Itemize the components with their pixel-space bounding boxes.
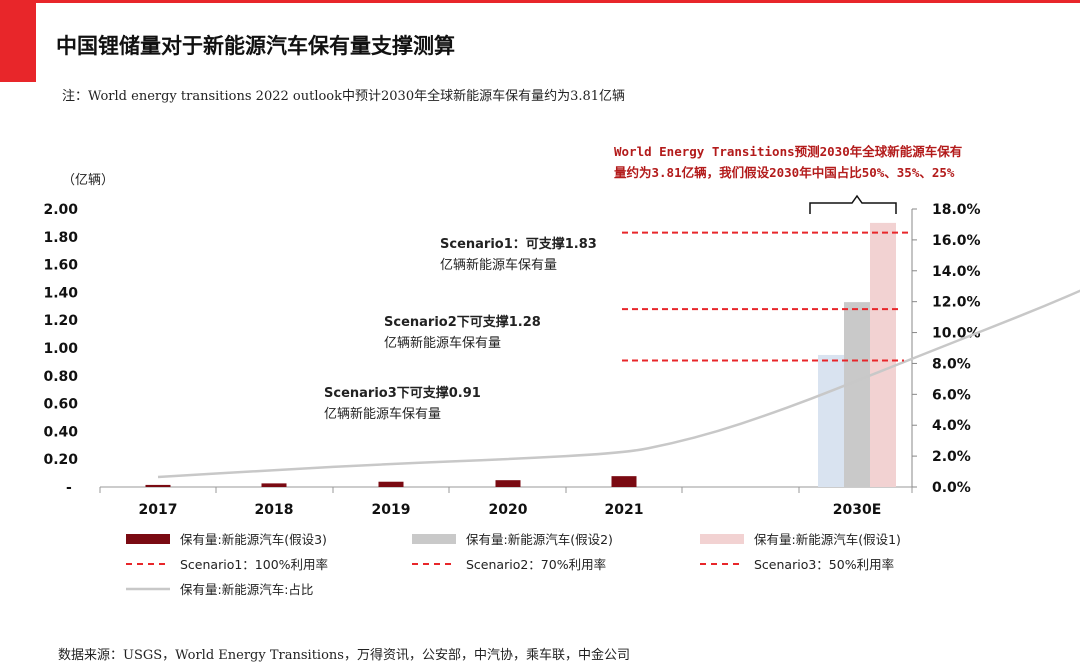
right-tick-label: 0.0% — [932, 480, 971, 496]
scenario-annotation: 亿辆新能源车保有量 — [440, 257, 557, 273]
left-tick-label: 1.40 — [43, 285, 78, 301]
left-tick-label: 0.20 — [43, 452, 78, 468]
left-tick-label: 0.40 — [43, 424, 78, 440]
page-title: 中国锂储量对于新能源汽车保有量支撑测算 — [56, 34, 455, 58]
scenario-annotation: Scenario1：可支撑1.83 — [440, 236, 597, 252]
scenario-annotation: 亿辆新能源车保有量 — [324, 406, 441, 422]
legend-label: Scenario2：70%利用率 — [466, 557, 606, 572]
legend-label: Scenario3：50%利用率 — [754, 557, 894, 572]
x-tick-label: 2019 — [372, 502, 411, 518]
callout-text: World Energy Transitions预测2030年全球新能源车保有 — [614, 144, 962, 159]
x-tick-label: 2021 — [605, 502, 644, 518]
scenario-annotation: Scenario2下可支撑1.28 — [384, 314, 541, 330]
chart-note: 注：World energy transitions 2022 outlook中… — [62, 89, 626, 104]
legend-label: Scenario1：100%利用率 — [180, 557, 328, 572]
left-tick-label: 1.00 — [43, 341, 78, 357]
left-tick-label: 1.60 — [43, 258, 78, 274]
left-axis-unit: （亿辆） — [62, 173, 114, 188]
bar-2030-scenario3 — [818, 354, 844, 487]
right-tick-label: 18.0% — [932, 202, 981, 218]
scenario-annotation: 亿辆新能源车保有量 — [384, 335, 501, 351]
bar-2017-2021 — [611, 476, 637, 487]
legend-label: 保有量:新能源汽车(假设1) — [754, 532, 901, 547]
bar-2017-2021 — [261, 483, 287, 487]
right-tick-label: 4.0% — [932, 418, 971, 434]
x-tick-label: 2020 — [489, 502, 528, 518]
legend-label: 保有量:新能源汽车:占比 — [180, 582, 313, 597]
data-source: 数据来源：USGS，World Energy Transitions，万得资讯，… — [58, 648, 630, 663]
left-tick-label: 0.60 — [43, 397, 78, 413]
bar-2017-2021 — [145, 484, 171, 487]
left-tick-label: - — [66, 480, 72, 496]
right-tick-label: 16.0% — [932, 233, 981, 249]
right-tick-label: 6.0% — [932, 387, 971, 403]
callout-bracket — [809, 194, 897, 214]
bar-2017-2021 — [378, 481, 404, 487]
x-tick-label: 2030E — [833, 502, 882, 518]
share-line — [157, 289, 1080, 479]
left-tick-label: 1.80 — [43, 230, 78, 246]
legend-swatch — [126, 534, 170, 544]
bar-2030-scenario1 — [870, 222, 896, 487]
right-tick-label: 8.0% — [932, 356, 971, 372]
legend-swatch — [412, 534, 456, 544]
left-tick-label: 0.80 — [43, 369, 78, 385]
callout-text: 量约为3.81亿辆，我们假设2030年中国占比50%、35%、25% — [614, 165, 955, 180]
right-tick-label: 14.0% — [932, 264, 981, 280]
legend-label: 保有量:新能源汽车(假设3) — [180, 532, 327, 547]
x-tick-label: 2018 — [255, 502, 294, 518]
legend-swatch — [700, 534, 744, 544]
bar-2030-scenario2 — [844, 302, 870, 487]
bar-2017-2021 — [495, 480, 521, 487]
legend-label: 保有量:新能源汽车(假设2) — [466, 532, 613, 547]
left-tick-label: 1.20 — [43, 313, 78, 329]
accent-bar — [0, 0, 36, 82]
top-rule — [36, 0, 1080, 3]
right-tick-label: 2.0% — [932, 449, 971, 465]
right-tick-label: 12.0% — [932, 295, 981, 311]
left-tick-label: 2.00 — [43, 202, 78, 218]
x-tick-label: 2017 — [139, 502, 178, 518]
scenario-annotation: Scenario3下可支撑0.91 — [324, 385, 481, 401]
